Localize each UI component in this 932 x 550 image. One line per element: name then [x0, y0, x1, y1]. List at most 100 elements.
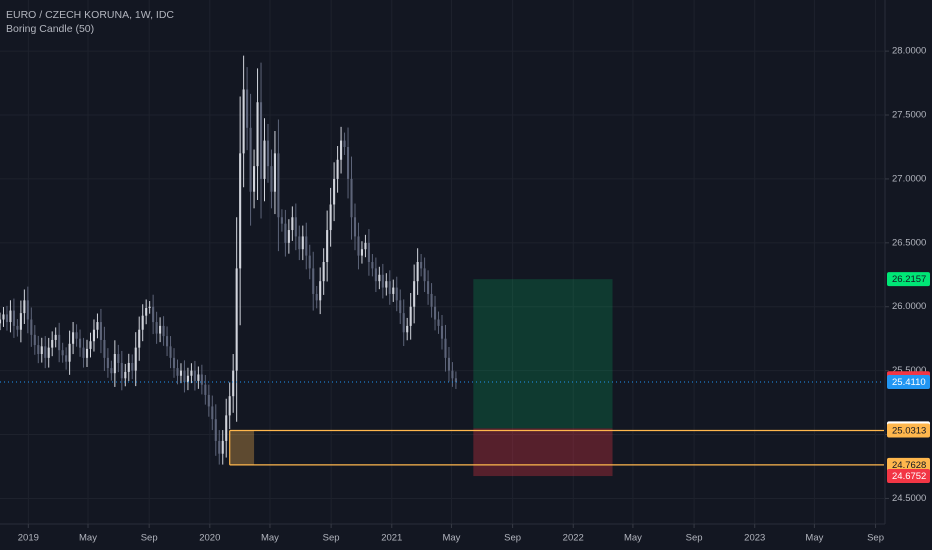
- candle-body: [68, 343, 71, 362]
- candle-body: [211, 406, 214, 420]
- candle-body: [75, 332, 78, 339]
- candle-body: [287, 230, 290, 243]
- position-loss-zone: [473, 428, 613, 477]
- candle-body: [186, 375, 189, 383]
- candle-body: [44, 346, 47, 358]
- x-tick-label: May: [442, 533, 460, 544]
- price-tag-label: 26.2157: [892, 274, 926, 285]
- candle-body: [374, 268, 377, 282]
- candle-body: [235, 268, 238, 371]
- candle-body: [120, 362, 123, 379]
- price-tag-label: 24.7628: [892, 460, 926, 471]
- candle-body: [350, 178, 353, 218]
- candle-body: [249, 127, 252, 192]
- x-tick-label: 2021: [381, 533, 402, 544]
- candle-body: [305, 236, 308, 256]
- y-tick-label: 27.5000: [892, 110, 926, 121]
- x-tick-label: 2019: [18, 533, 39, 544]
- candle-body: [232, 370, 235, 397]
- candle-body: [134, 347, 137, 371]
- candle-body: [402, 313, 405, 333]
- candle-body: [444, 338, 447, 358]
- candle-body: [371, 262, 374, 269]
- candle-body: [420, 262, 423, 269]
- candle-body: [141, 315, 144, 330]
- candle-body: [228, 396, 231, 416]
- candle-body: [37, 345, 40, 355]
- candle-body: [159, 325, 162, 334]
- candle-body: [79, 338, 82, 348]
- y-tick-label: 28.0000: [892, 46, 926, 57]
- y-tick-label: 24.5000: [892, 493, 926, 504]
- candle-body: [92, 329, 96, 342]
- candle-body: [5, 314, 9, 323]
- candle-body: [16, 325, 19, 330]
- candle-body: [427, 281, 430, 294]
- candle-body: [378, 274, 381, 282]
- y-tick-label: 26.0000: [892, 301, 926, 312]
- candle-body: [61, 350, 64, 356]
- symbol-title[interactable]: EURO / CZECH KORUNA, 1W, IDC: [6, 9, 175, 21]
- candle-body: [301, 236, 304, 250]
- candle-body: [99, 322, 102, 340]
- price-tag: [887, 457, 930, 472]
- x-tick-label: 2020: [199, 533, 220, 544]
- candle-body: [96, 322, 99, 330]
- candle-body: [423, 268, 426, 282]
- candle-body: [259, 102, 263, 179]
- candle-body: [183, 370, 186, 383]
- candle-body: [242, 89, 245, 154]
- candle-body: [294, 217, 297, 237]
- position-profit-zone: [473, 279, 613, 429]
- candle-body: [388, 281, 391, 294]
- indicator-label[interactable]: Boring Candle (50): [6, 23, 95, 35]
- candle-body: [315, 293, 318, 301]
- candle-body: [291, 217, 294, 231]
- candle-body: [353, 217, 357, 237]
- candle-body: [451, 370, 454, 379]
- candle-body: [336, 159, 339, 179]
- candle-body: [413, 281, 416, 307]
- candle-body: [214, 419, 217, 441]
- candle-body: [395, 287, 398, 301]
- candle-body: [204, 384, 207, 395]
- x-tick-label: May: [805, 533, 823, 544]
- candle-body: [239, 153, 242, 269]
- candle-body: [207, 394, 210, 407]
- candle-body: [340, 140, 343, 160]
- candle-body: [33, 334, 36, 346]
- candle-body: [329, 204, 332, 231]
- price-tag-label: 25.0313: [892, 426, 926, 437]
- candle-body: [145, 308, 148, 316]
- candle-body: [166, 336, 169, 347]
- candle-body: [430, 293, 433, 307]
- candle-body: [113, 354, 116, 374]
- x-tick-label: 2023: [744, 533, 765, 544]
- candle-body: [23, 300, 26, 314]
- candle-body: [270, 166, 273, 192]
- candle-body: [392, 287, 395, 294]
- candle-body: [176, 368, 179, 376]
- x-tick-label: Sep: [504, 533, 521, 544]
- candle-body: [12, 310, 15, 326]
- candle-body: [263, 140, 266, 179]
- candle-body: [437, 319, 440, 326]
- candle-body: [85, 348, 89, 358]
- candle-body: [385, 281, 388, 288]
- price-tag-label: 24.6752: [892, 471, 926, 482]
- x-tick-label: May: [261, 533, 279, 544]
- candle-body: [179, 370, 183, 376]
- x-tick-label: 2022: [563, 533, 584, 544]
- boring-candle-box: [229, 430, 255, 465]
- candle-body: [319, 281, 322, 301]
- candle-body: [253, 166, 256, 192]
- candle-body: [298, 236, 301, 250]
- candle-body: [367, 242, 370, 262]
- x-tick-label: May: [624, 533, 642, 544]
- candle-body: [326, 230, 329, 262]
- candle-body: [89, 341, 92, 349]
- candle-body: [51, 339, 54, 348]
- price-tag: [887, 423, 930, 438]
